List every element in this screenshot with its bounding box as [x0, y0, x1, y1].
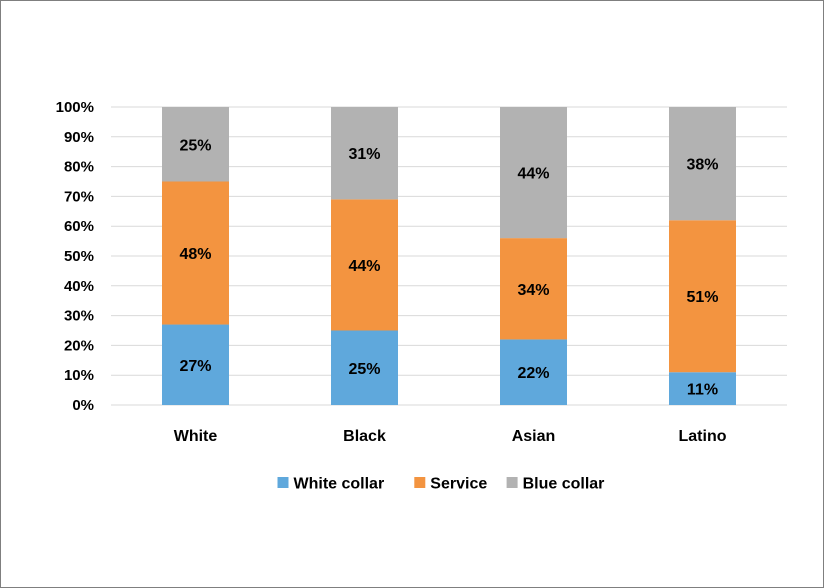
- x-category-label: Latino: [679, 428, 727, 445]
- data-label-white-collar-black: 25%: [348, 361, 380, 378]
- bar-service-white: [162, 181, 229, 325]
- legend-label-white-collar: White collar: [294, 476, 385, 493]
- x-category-label: Asian: [512, 428, 556, 445]
- y-tick-label: 20%: [64, 337, 94, 354]
- bar-white-collar-latino: [669, 372, 736, 405]
- x-axis-categories: White Black Asian Latino: [174, 428, 727, 445]
- bar-blue-collar-black: [331, 107, 398, 200]
- legend-swatch-blue-collar: [506, 477, 518, 488]
- y-tick-label: 50%: [64, 248, 94, 265]
- y-tick-label: 60%: [64, 218, 94, 235]
- data-label-blue-collar-black: 31%: [348, 146, 380, 163]
- y-tick-label: 80%: [64, 159, 94, 176]
- y-axis-ticks: 0% 10% 20% 30% 40% 50% 60% 70% 80% 90% 100%: [56, 99, 94, 414]
- data-label-blue-collar-white: 25%: [179, 137, 211, 154]
- y-tick-label: 0%: [72, 397, 94, 414]
- data-label-blue-collar-asian: 44%: [517, 166, 549, 183]
- data-label-service-asian: 34%: [517, 282, 549, 299]
- y-tick-label: 90%: [64, 129, 94, 146]
- y-tick-label: 40%: [64, 278, 94, 295]
- data-label-blue-collar-latino: 38%: [686, 157, 718, 174]
- y-tick-label: 100%: [56, 99, 94, 116]
- legend-label-blue-collar: Blue collar: [523, 476, 605, 493]
- data-label-service-latino: 51%: [686, 289, 718, 306]
- data-label-white-collar-asian: 22%: [517, 365, 549, 382]
- legend-swatch-white-collar: [277, 477, 289, 488]
- bar-blue-collar-latino: [669, 107, 736, 221]
- bar-service-latino: [669, 220, 736, 373]
- bar-blue-collar-asian: [500, 107, 567, 239]
- y-tick-label: 70%: [64, 188, 94, 205]
- data-label-service-black: 44%: [348, 258, 380, 275]
- bar-white-collar-asian: [500, 339, 567, 405]
- bar-service-black: [331, 199, 398, 331]
- y-tick-label: 30%: [64, 308, 94, 325]
- legend-swatch-service: [414, 477, 426, 488]
- data-labels: 27% 48% 25% 25% 44% 31% 22% 34% 44% 11% 51% 38%: [179, 137, 718, 398]
- x-category-label: White: [174, 428, 218, 445]
- bar-service-asian: [500, 238, 567, 340]
- legend-label-service: Service: [430, 476, 487, 493]
- data-label-service-white: 48%: [179, 246, 211, 263]
- legend: White collar Service Blue collar: [277, 476, 605, 493]
- x-category-label: Black: [343, 428, 386, 445]
- data-label-white-collar-white: 27%: [179, 358, 211, 375]
- bar-white-collar-white: [162, 324, 229, 405]
- bar-blue-collar-white: [162, 107, 229, 182]
- bars: [162, 107, 736, 405]
- data-label-white-collar-latino: 11%: [687, 382, 718, 399]
- y-tick-label: 10%: [64, 367, 94, 384]
- bar-white-collar-black: [331, 330, 398, 405]
